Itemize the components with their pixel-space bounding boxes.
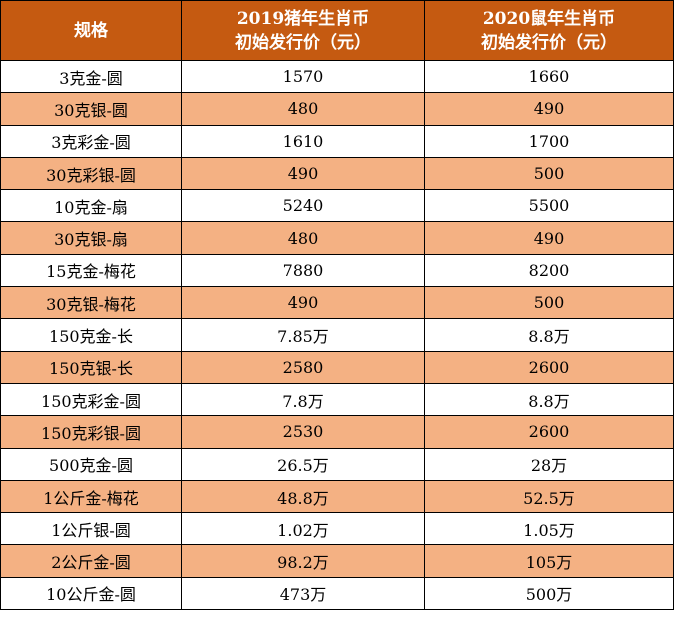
price-2019-cell: 490	[181, 156, 425, 191]
price-2020-cell: 1660	[424, 59, 674, 94]
table-row: 150克银-长 2580 2600	[0, 350, 674, 384]
table-row: 10克金-扇 5240 5500	[0, 189, 674, 223]
price-2020-cell: 1.05万	[424, 512, 674, 546]
price-2020-cell: 105万	[424, 544, 674, 578]
price-2019-cell: 480	[181, 221, 425, 255]
spec-cell: 1公斤银-圆	[0, 512, 182, 546]
table-row: 30克彩银-圆 490 500	[0, 156, 674, 191]
price-2019-cell: 7.8万	[181, 382, 425, 417]
price-2019-cell: 7.85万	[181, 318, 425, 352]
table-row: 30克银-梅花 490 500	[0, 286, 674, 320]
table-row: 1公斤金-梅花 48.8万 52.5万	[0, 479, 674, 514]
price-2019-cell: 480	[181, 92, 425, 126]
table-row: 150克彩金-圆 7.8万 8.8万	[0, 382, 674, 417]
spec-cell: 150克彩金-圆	[0, 382, 182, 417]
table-body: 3克金-圆 1570 1660 30克银-圆 480 490 3克彩金-圆 1610 1700 3…	[0, 59, 674, 611]
price-2019-cell: 7880	[181, 253, 425, 288]
price-2019-cell: 2580	[181, 350, 425, 384]
header-2019-line1: 2019猪年生肖币	[236, 8, 370, 29]
header-2019-line2: 初始发行价（元）	[235, 32, 371, 53]
spec-cell: 150克金-长	[0, 318, 182, 352]
table-row: 500克金-圆 26.5万 28万	[0, 447, 674, 481]
price-2020-cell: 52.5万	[424, 479, 674, 514]
price-2020-cell: 8.8万	[424, 382, 674, 417]
price-2020-cell: 1700	[424, 124, 674, 158]
table-row: 30克银-圆 480 490	[0, 92, 674, 126]
spec-cell: 3克金-圆	[0, 59, 182, 94]
price-2020-cell: 5500	[424, 189, 674, 223]
table-row: 30克银-扇 480 490	[0, 221, 674, 255]
table-row: 150克彩银-圆 2530 2600	[0, 415, 674, 449]
spec-cell: 1公斤金-梅花	[0, 479, 182, 514]
price-2019-cell: 48.8万	[181, 479, 425, 514]
header-2020-price: 2020鼠年生肖币 初始发行价（元）	[424, 0, 674, 61]
header-2020-line2: 初始发行价（元）	[481, 32, 617, 53]
table-header: 规格 2019猪年生肖币 初始发行价（元） 2020鼠年生肖币 初始发行价（元）	[0, 0, 674, 61]
price-2020-cell: 28万	[424, 447, 674, 481]
price-2019-cell: 5240	[181, 189, 425, 223]
price-2020-cell: 8200	[424, 253, 674, 288]
price-2020-cell: 500	[424, 286, 674, 320]
header-spec: 规格	[0, 0, 182, 61]
table-row: 150克金-长 7.85万 8.8万	[0, 318, 674, 352]
price-2019-cell: 1610	[181, 124, 425, 158]
spec-cell: 150克银-长	[0, 350, 182, 384]
spec-cell: 150克彩银-圆	[0, 415, 182, 449]
spec-cell: 30克彩银-圆	[0, 156, 182, 191]
price-2020-cell: 500万	[424, 576, 674, 611]
header-2020-line1: 2020鼠年生肖币	[482, 8, 616, 29]
spec-cell: 500克金-圆	[0, 447, 182, 481]
price-2019-cell: 26.5万	[181, 447, 425, 481]
spec-cell: 10公斤金-圆	[0, 576, 182, 611]
header-2019-price: 2019猪年生肖币 初始发行价（元）	[181, 0, 425, 61]
header-row: 规格 2019猪年生肖币 初始发行价（元） 2020鼠年生肖币 初始发行价（元）	[0, 0, 674, 61]
table-row: 3克金-圆 1570 1660	[0, 59, 674, 94]
table-row: 2公斤金-圆 98.2万 105万	[0, 544, 674, 578]
spec-cell: 30克银-扇	[0, 221, 182, 255]
price-2020-cell: 8.8万	[424, 318, 674, 352]
spec-cell: 30克银-圆	[0, 92, 182, 126]
price-2020-cell: 490	[424, 221, 674, 255]
table-row: 15克金-梅花 7880 8200	[0, 253, 674, 288]
spec-cell: 15克金-梅花	[0, 253, 182, 288]
price-2020-cell: 2600	[424, 415, 674, 449]
spec-cell: 10克金-扇	[0, 189, 182, 223]
price-2020-cell: 2600	[424, 350, 674, 384]
table-row: 10公斤金-圆 473万 500万	[0, 576, 674, 611]
price-2019-cell: 1570	[181, 59, 425, 94]
spec-cell: 30克银-梅花	[0, 286, 182, 320]
price-2019-cell: 490	[181, 286, 425, 320]
price-2019-cell: 98.2万	[181, 544, 425, 578]
price-2020-cell: 490	[424, 92, 674, 126]
price-2019-cell: 2530	[181, 415, 425, 449]
spec-cell: 2公斤金-圆	[0, 544, 182, 578]
price-2020-cell: 500	[424, 156, 674, 191]
price-2019-cell: 473万	[181, 576, 425, 611]
spec-cell: 3克彩金-圆	[0, 124, 182, 158]
table-row: 3克彩金-圆 1610 1700	[0, 124, 674, 158]
price-2019-cell: 1.02万	[181, 512, 425, 546]
table-row: 1公斤银-圆 1.02万 1.05万	[0, 512, 674, 546]
